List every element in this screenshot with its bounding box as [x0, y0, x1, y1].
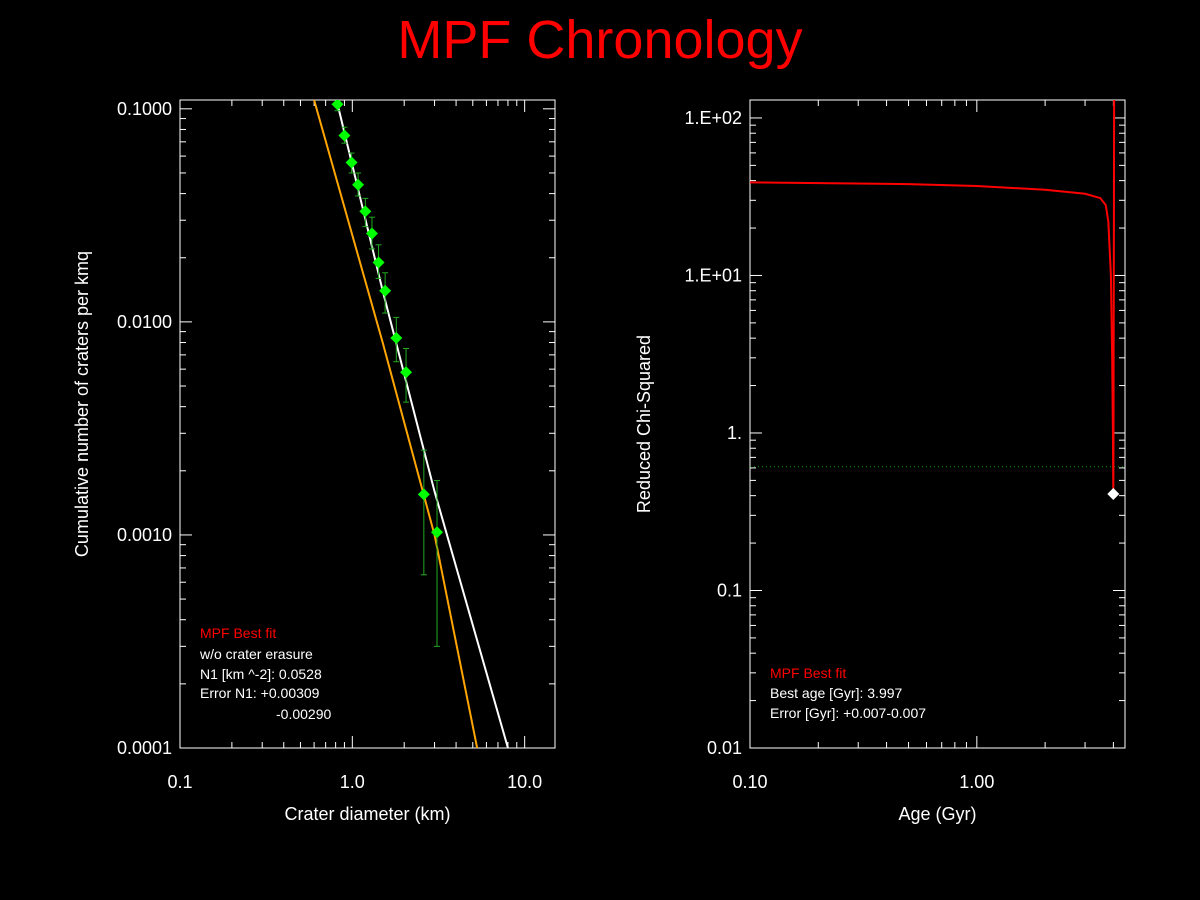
x-tick-label: 10.0 — [507, 772, 542, 792]
figure-title: MPF Chronology — [397, 10, 803, 70]
x-tick-label: 0.1 — [167, 772, 192, 792]
data-point-marker — [365, 227, 378, 240]
data-point-marker — [352, 178, 365, 191]
chi-squared-chart: 0.10 1.00 1.E+02 1.E+01 1. 0.1 0.01 Age (Gyr) Re… — [634, 99, 1126, 824]
legend-line: w/o crater erasure — [199, 646, 313, 662]
y-tick-label: 1. — [727, 423, 742, 443]
x-tick-label: 0.10 — [732, 772, 767, 792]
data-point-marker — [400, 366, 413, 379]
data-point-marker — [338, 129, 351, 142]
fit-curve — [335, 100, 509, 748]
x-axis-label: Age (Gyr) — [898, 804, 976, 824]
legend-title: MPF Best fit — [200, 625, 276, 641]
best-fit-marker — [1107, 487, 1120, 500]
plot-area — [750, 100, 1125, 500]
y-tick-label: 0.01 — [707, 738, 742, 758]
y-tick-label: 1.E+01 — [684, 265, 742, 285]
y-tick-label: 0.0100 — [117, 312, 172, 332]
plot-area — [313, 100, 509, 748]
x-axis-label: Crater diameter (km) — [284, 804, 450, 824]
legend-line: Error N1: +0.00309 — [200, 685, 320, 701]
data-point-marker — [417, 488, 430, 501]
y-tick-label: 0.1000 — [117, 99, 172, 119]
y-tick-label: 0.0001 — [117, 738, 172, 758]
chi-squared-curve — [750, 100, 1116, 493]
data-point-marker — [359, 205, 372, 218]
legend-line: Best age [Gyr]: 3.997 — [770, 685, 903, 701]
data-point-marker — [345, 156, 358, 169]
legend-title: MPF Best fit — [770, 665, 846, 681]
y-tick-label: 0.1 — [717, 580, 742, 600]
y-axis-label: Cumulative number of craters per kmq — [72, 251, 92, 557]
legend-line: -0.00290 — [276, 706, 331, 722]
legend-line: N1 [km ^-2]: 0.0528 — [200, 666, 322, 682]
data-point-marker — [379, 284, 392, 297]
plot-frame — [749, 99, 1126, 749]
crater-size-frequency-chart: 0.1 1.0 10.0 0.1000 0.0100 0.0010 0.0001 Crater… — [72, 99, 556, 824]
data-point-marker — [390, 332, 403, 345]
data-point-marker — [431, 526, 444, 539]
data-point-marker — [372, 256, 385, 269]
x-tick-label: 1.00 — [959, 772, 994, 792]
x-tick-label: 1.0 — [340, 772, 365, 792]
plot-frame — [179, 99, 556, 749]
y-tick-label: 1.E+02 — [684, 108, 742, 128]
fit-curve — [313, 100, 479, 748]
data-point-marker — [331, 100, 344, 111]
legend-line: Error [Gyr]: +0.007-0.007 — [770, 705, 926, 721]
y-tick-label: 0.0010 — [117, 525, 172, 545]
y-axis-label: Reduced Chi-Squared — [634, 335, 654, 513]
